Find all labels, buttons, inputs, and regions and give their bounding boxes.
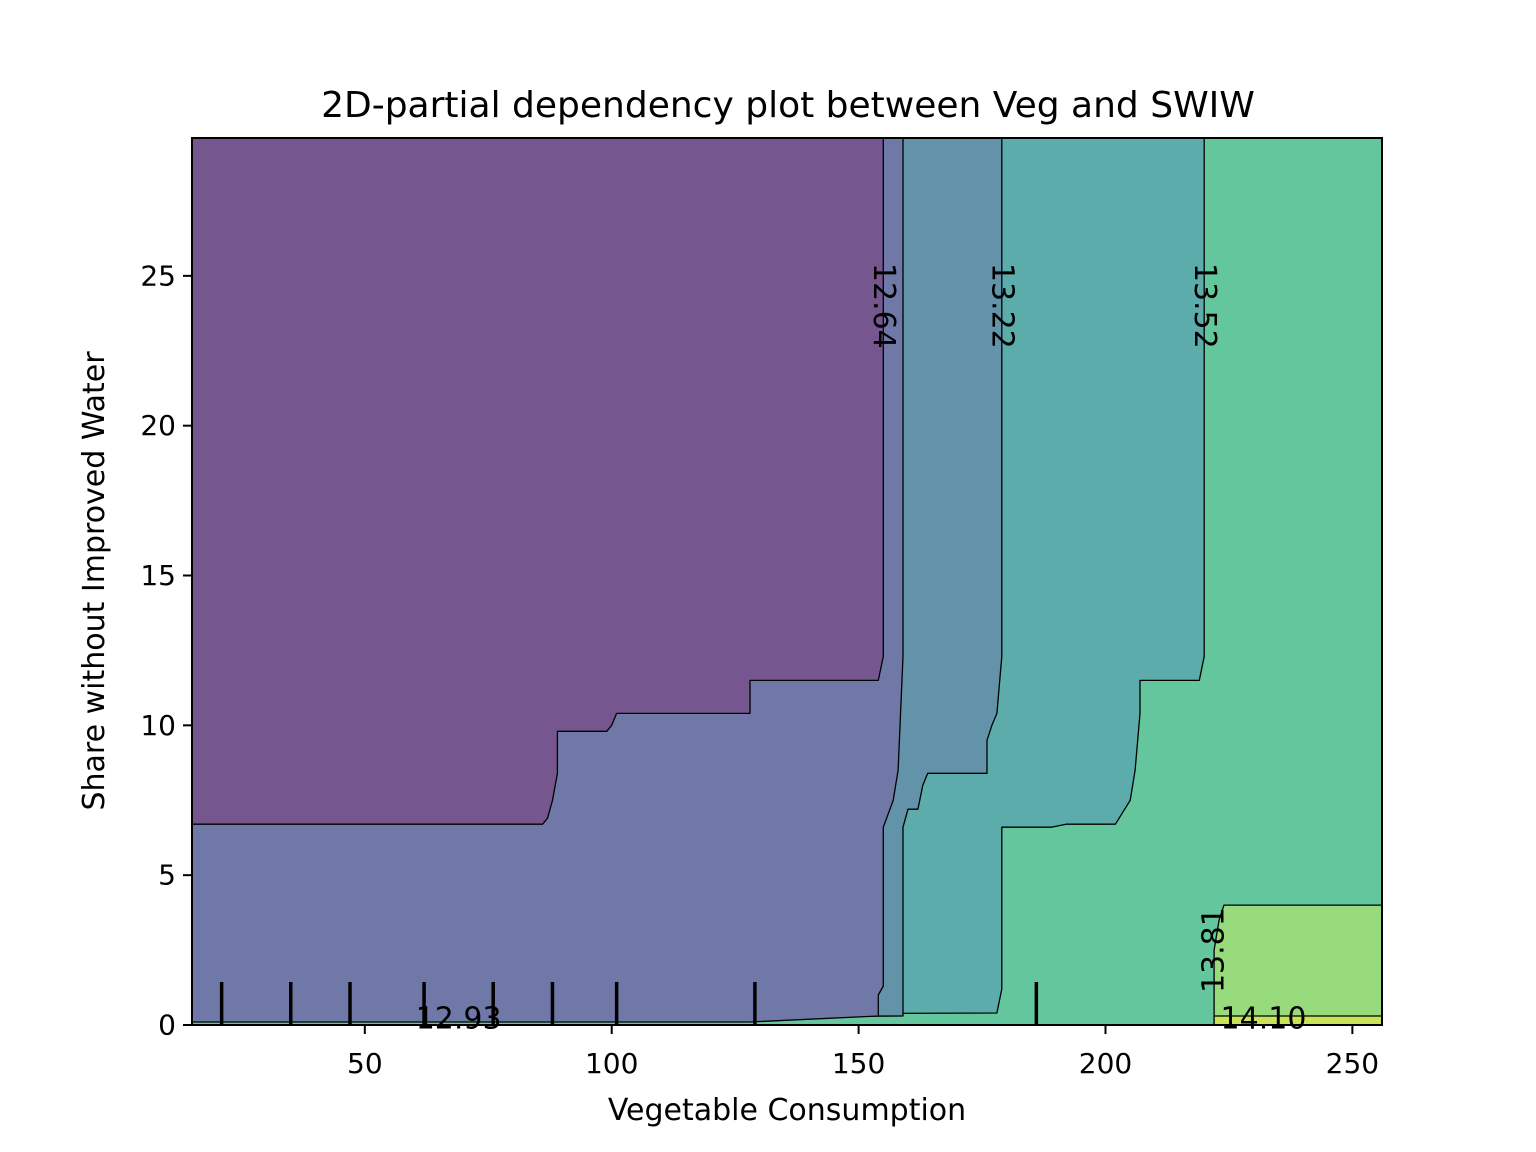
y-axis-label: Share without Improved Water (77, 351, 112, 811)
y-tick-label-3: 15 (140, 559, 176, 592)
x-tick-label-2: 150 (832, 1047, 885, 1080)
x-tick-label-3: 200 (1079, 1047, 1132, 1080)
contour-region-4 (192, 138, 884, 825)
contour-label-4: 12.93 (416, 1002, 502, 1037)
plot-area: 12.64 13.22 13.52 13.81 12.93 14.10 (192, 138, 1382, 1037)
contour-label-0: 12.64 (866, 263, 901, 349)
y-tick-label-0: 0 (158, 1009, 176, 1042)
contour-region-6 (1213, 1015, 1382, 1025)
contour-label-3: 13.81 (1197, 907, 1232, 993)
y-tick-label-5: 25 (140, 259, 176, 292)
contour-regions (192, 138, 1382, 1025)
x-tick-label-1: 100 (585, 1047, 638, 1080)
plot-frame (191, 137, 1383, 1026)
y-tick-label-4: 20 (140, 409, 176, 442)
x-tick-label-4: 250 (1326, 1047, 1379, 1080)
contour-label-1: 13.22 (984, 263, 1019, 349)
x-tick-label-0: 50 (347, 1047, 383, 1080)
x-axis-label: Vegetable Consumption (608, 1093, 966, 1128)
y-tick-label-1: 5 (158, 859, 176, 892)
y-tick-label-2: 10 (140, 709, 176, 742)
contour-label-2: 13.52 (1187, 263, 1222, 349)
chart-title: 2D-partial dependency plot between Veg a… (321, 85, 1255, 126)
axes: 50 100 150 200 250 0 5 10 15 20 25 (140, 137, 1383, 1080)
contour-label-5: 14.10 (1221, 1002, 1307, 1037)
contour-region-5 (1213, 904, 1382, 1025)
